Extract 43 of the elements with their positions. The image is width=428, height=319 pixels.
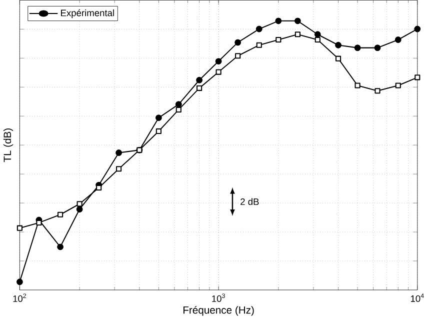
x-tick-label: 10$^{2}$ (13, 294, 26, 302)
point (16, 225, 22, 231)
point (314, 36, 320, 42)
x-tick-label: 10$^{3}$ (212, 294, 225, 302)
y-axis-title: TL (dB) (3, 128, 14, 162)
point (155, 114, 162, 121)
point (76, 206, 83, 212)
x-axis-title: Fréquence (Hz) (183, 306, 254, 316)
point (414, 74, 420, 80)
point (374, 44, 381, 51)
point (57, 244, 64, 250)
point (57, 212, 64, 218)
legend-label: Expérimental (61, 9, 114, 18)
point (314, 31, 321, 38)
point (256, 42, 262, 48)
point (76, 200, 82, 207)
point (354, 44, 361, 51)
point (354, 82, 360, 88)
point (294, 18, 301, 24)
point (275, 18, 282, 24)
point (414, 26, 421, 32)
point (235, 53, 241, 59)
point (216, 69, 222, 75)
point (256, 26, 262, 32)
point (196, 85, 202, 91)
annotation: 2 dB (240, 198, 259, 205)
point (335, 42, 342, 48)
point (215, 58, 222, 64)
point (116, 166, 122, 172)
point (176, 106, 182, 112)
point (234, 39, 242, 46)
point (156, 128, 162, 134)
point (16, 278, 23, 285)
point (116, 149, 122, 156)
point (394, 36, 402, 43)
point (335, 56, 342, 62)
point (374, 88, 380, 94)
point (294, 31, 300, 38)
point (196, 76, 202, 84)
point (395, 82, 401, 88)
point (276, 36, 282, 42)
point (175, 101, 182, 108)
x-tick-label: 10$^{4}$ (410, 294, 424, 302)
